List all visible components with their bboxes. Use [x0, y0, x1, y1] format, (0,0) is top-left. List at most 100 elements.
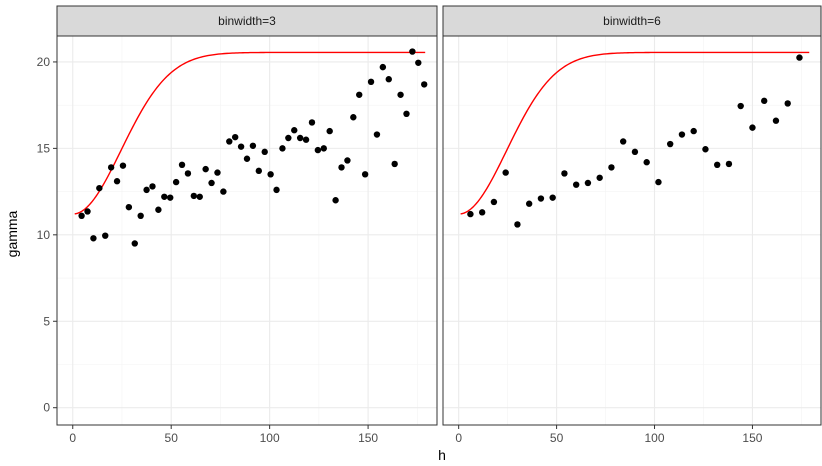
data-point — [167, 194, 174, 201]
data-point — [143, 186, 150, 194]
data-point — [361, 171, 369, 178]
data-point — [314, 146, 322, 154]
data-point — [796, 54, 803, 61]
data-point — [285, 134, 292, 142]
panel-background — [443, 36, 821, 425]
data-point — [421, 81, 428, 88]
data-point — [713, 161, 721, 169]
data-point — [537, 195, 545, 202]
strip-label: binwidth=6 — [603, 14, 661, 28]
data-point — [514, 221, 521, 228]
data-point — [690, 127, 697, 135]
data-point — [249, 142, 257, 149]
data-point — [302, 136, 310, 143]
data-point — [344, 157, 351, 164]
data-point — [161, 193, 168, 200]
data-point — [666, 140, 674, 148]
data-point — [338, 164, 345, 171]
data-point — [725, 160, 733, 168]
data-point — [326, 127, 333, 135]
data-point — [596, 174, 603, 181]
data-point — [397, 91, 404, 98]
data-point — [332, 197, 339, 204]
data-point — [749, 124, 756, 131]
data-point — [261, 148, 268, 156]
x-tick-label: 0 — [455, 431, 462, 445]
data-point — [119, 162, 127, 169]
data-point — [490, 198, 498, 206]
data-point — [279, 145, 286, 152]
y-tick-label: 20 — [37, 55, 51, 69]
data-point — [237, 143, 245, 150]
data-point — [561, 170, 568, 177]
data-point — [243, 155, 251, 162]
data-point — [196, 193, 203, 200]
x-tick-label: 100 — [645, 431, 665, 445]
data-point — [220, 188, 227, 195]
data-point — [131, 240, 138, 247]
data-point — [467, 210, 474, 218]
data-point — [96, 184, 103, 192]
data-point — [403, 110, 410, 118]
data-point — [137, 212, 144, 220]
data-point — [267, 171, 274, 178]
data-point — [155, 206, 162, 213]
data-point — [255, 167, 263, 175]
data-point — [273, 186, 280, 194]
data-point — [125, 203, 133, 211]
data-point — [226, 138, 233, 145]
panel-border — [56, 35, 438, 426]
x-tick-label: 50 — [550, 431, 564, 445]
data-point — [178, 161, 186, 169]
data-point — [202, 165, 209, 173]
data-point — [761, 97, 768, 105]
data-point — [356, 91, 363, 98]
panel-binwidth-6: binwidth=6 0 50 100 150 — [442, 5, 822, 445]
x-tick-label: 100 — [260, 431, 280, 445]
data-point — [84, 208, 91, 215]
data-point — [772, 117, 780, 124]
data-point — [90, 235, 97, 242]
data-point — [113, 178, 121, 185]
data-point — [409, 48, 416, 55]
data-point — [190, 192, 198, 200]
data-point — [379, 63, 387, 71]
data-point — [584, 179, 592, 187]
panel-border — [442, 35, 822, 426]
panel-binwidth-3: binwidth=3 0 50 100 150 0 5 10 15 20 — [37, 5, 438, 445]
data-point — [478, 209, 486, 216]
data-point — [549, 194, 556, 201]
data-point — [296, 134, 304, 142]
x-tick-label: 150 — [358, 431, 378, 445]
data-point — [608, 164, 615, 171]
y-tick-label: 0 — [43, 401, 50, 415]
data-point — [78, 212, 85, 220]
data-point — [415, 59, 422, 66]
data-point — [320, 145, 327, 152]
data-point — [631, 148, 639, 156]
data-point — [373, 131, 381, 138]
data-point — [655, 178, 662, 186]
data-point — [107, 164, 115, 171]
x-tick-label: 50 — [165, 431, 179, 445]
data-point — [149, 183, 156, 190]
data-point — [678, 131, 686, 138]
y-tick-label: 15 — [37, 141, 51, 155]
data-point — [643, 159, 650, 166]
data-point — [214, 169, 221, 176]
panel-background — [57, 36, 437, 425]
y-tick-label: 5 — [43, 314, 50, 328]
fitted-curve — [74, 51, 426, 215]
data-point — [391, 160, 398, 168]
x-tick-label: 0 — [69, 431, 76, 445]
strip-background — [56, 5, 438, 37]
y-tick-label: 10 — [37, 228, 51, 242]
data-point — [502, 169, 509, 176]
data-point — [784, 100, 791, 107]
data-point — [291, 127, 298, 134]
data-point — [102, 232, 109, 239]
data-point — [172, 178, 180, 186]
data-point — [619, 138, 627, 145]
x-tick-label: 150 — [742, 431, 762, 445]
strip-background — [442, 5, 822, 37]
